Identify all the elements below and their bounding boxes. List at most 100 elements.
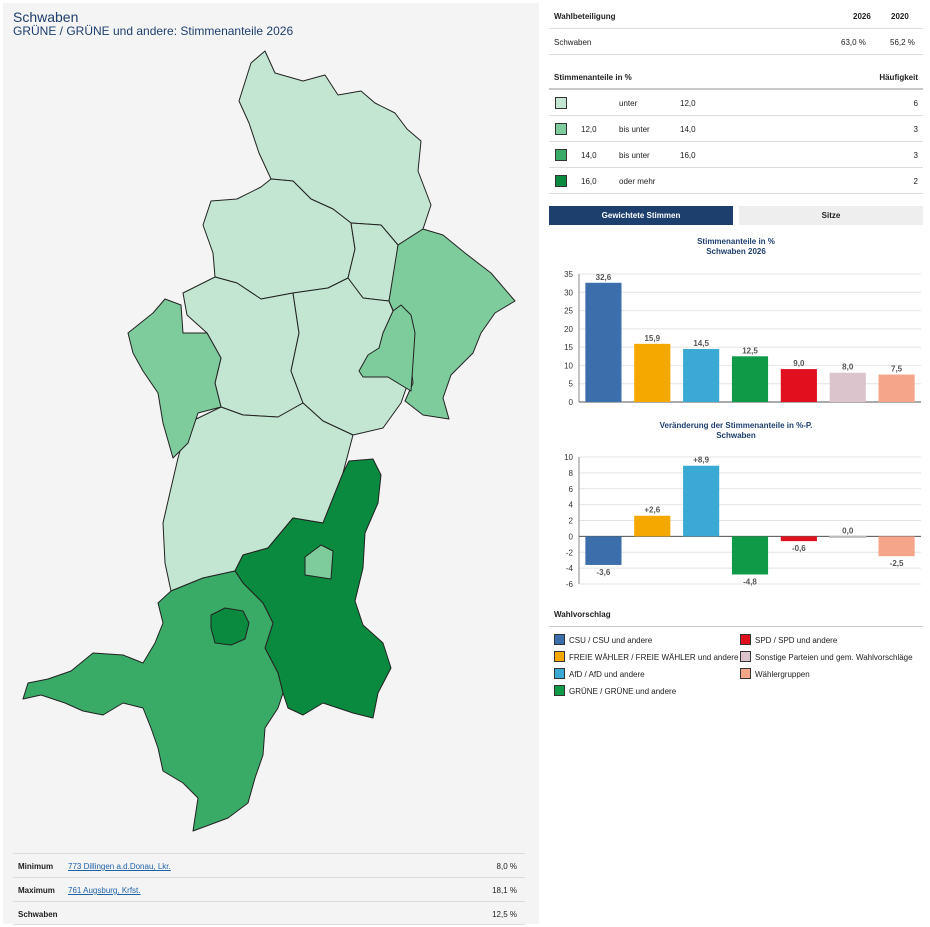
y-tick-label: 10 bbox=[564, 453, 573, 462]
district-map bbox=[22, 50, 516, 832]
bar-csu bbox=[585, 536, 622, 565]
turnout-value-new: 63,0 % bbox=[841, 38, 866, 47]
class-to: 16,0 bbox=[680, 151, 696, 160]
class-swatch bbox=[555, 97, 567, 109]
y-tick-label: 35 bbox=[564, 270, 573, 279]
map-subtitle: GRÜNE / GRÜNE und andere: Stimmenanteile… bbox=[13, 24, 294, 38]
class-operator: bis unter bbox=[619, 125, 650, 134]
legend-item: GRÜNE / GRÜNE und andere bbox=[554, 685, 676, 696]
district-west[interactable] bbox=[127, 298, 222, 459]
district-small-city[interactable] bbox=[304, 544, 334, 580]
legend-label: CSU / CSU und andere bbox=[569, 636, 653, 645]
turnout-value-old: 56,2 % bbox=[890, 38, 915, 47]
count-header: Häufigkeit bbox=[879, 73, 918, 82]
stats-value: 12,5 % bbox=[492, 910, 517, 919]
classes-header: Stimmenanteile in % bbox=[554, 73, 632, 82]
bar-afd bbox=[683, 465, 720, 537]
data-label: 14,5 bbox=[693, 339, 709, 348]
legend-swatch bbox=[554, 685, 565, 696]
legend-swatch bbox=[740, 634, 751, 645]
table-row: Schwaben 12,5 % bbox=[13, 901, 525, 925]
data-label: +2,6 bbox=[644, 506, 660, 515]
data-label: -4,8 bbox=[743, 577, 757, 586]
legend-item: Wählergruppen bbox=[740, 668, 810, 679]
info-panel: Wahlbeteiligung 2026 2020 Schwaben 63,0 … bbox=[549, 0, 923, 927]
class-operator: unter bbox=[619, 99, 638, 108]
legend-swatch bbox=[740, 651, 751, 662]
legend-item: AfD / AfD und andere bbox=[554, 668, 645, 679]
class-to: 12,0 bbox=[680, 99, 696, 108]
data-label: 9,0 bbox=[793, 359, 805, 368]
y-tick-label: -6 bbox=[566, 580, 574, 589]
legend-item: CSU / CSU und andere bbox=[554, 634, 652, 645]
y-tick-label: 4 bbox=[569, 501, 574, 510]
y-tick-label: 0 bbox=[569, 398, 574, 407]
share-chart-subtitle: Schwaben 2026 bbox=[706, 247, 766, 256]
legend-label: Wählergruppen bbox=[755, 670, 810, 679]
tab-seats[interactable]: Sitze bbox=[739, 206, 923, 225]
legend-label: SPD / SPD und andere bbox=[755, 636, 838, 645]
bar-spd bbox=[780, 369, 817, 402]
table-row: unter 12,0 6 bbox=[549, 90, 923, 116]
y-tick-label: 6 bbox=[569, 485, 574, 494]
data-label: 15,9 bbox=[644, 334, 660, 343]
y-tick-label: -2 bbox=[566, 548, 574, 557]
y-tick-label: 2 bbox=[569, 517, 574, 526]
bar-grüne bbox=[731, 356, 769, 402]
district-kempten-stadt[interactable] bbox=[210, 607, 250, 646]
table-header: Stimmenanteile in % Häufigkeit bbox=[549, 64, 923, 90]
year-old-header: 2020 bbox=[891, 12, 909, 21]
stats-label: Maximum bbox=[18, 886, 55, 895]
class-count: 3 bbox=[913, 151, 918, 160]
y-tick-label: 5 bbox=[569, 380, 574, 389]
district-south-east[interactable] bbox=[234, 458, 392, 719]
turnout-header: Wahlbeteiligung bbox=[554, 12, 616, 21]
y-tick-label: 20 bbox=[564, 325, 573, 334]
bar-spd bbox=[780, 536, 817, 542]
data-label: 12,5 bbox=[742, 346, 758, 355]
tab-weighted-votes[interactable]: Gewichtete Stimmen bbox=[549, 206, 733, 225]
class-operator: bis unter bbox=[619, 151, 650, 160]
table-row: 14,0 bis unter 16,0 3 bbox=[549, 142, 923, 168]
class-count: 3 bbox=[913, 125, 918, 134]
table-header: Wahlbeteiligung 2026 2020 bbox=[549, 3, 923, 29]
region-title: Schwaben bbox=[13, 9, 79, 25]
district-south-west[interactable] bbox=[22, 570, 284, 832]
turnout-table: Wahlbeteiligung 2026 2020 Schwaben 63,0 … bbox=[549, 3, 923, 55]
y-tick-label: 30 bbox=[564, 288, 573, 297]
year-new-header: 2026 bbox=[853, 12, 871, 21]
y-tick-label: 0 bbox=[569, 532, 574, 541]
class-swatch bbox=[555, 149, 567, 161]
stats-label: Minimum bbox=[18, 862, 54, 871]
legend-title: Wahlvorschlag bbox=[554, 610, 611, 619]
data-label: -3,6 bbox=[597, 568, 611, 577]
district-middle-right[interactable] bbox=[290, 277, 409, 436]
class-from: 12,0 bbox=[581, 125, 597, 134]
minimum-district-link[interactable]: 773 Dillingen a.d.Donau, Lkr. bbox=[68, 862, 171, 871]
legend-swatch bbox=[554, 668, 565, 679]
legend-label: FREIE WÄHLER / FREIE WÄHLER und andere bbox=[569, 653, 739, 662]
change-chart-title: Veränderung der Stimmenanteile in %-P. S… bbox=[549, 421, 923, 441]
data-label: 8,0 bbox=[842, 363, 854, 372]
district-augsburg-stadt[interactable] bbox=[358, 304, 416, 392]
change-chart-subtitle: Schwaben bbox=[716, 431, 756, 440]
view-tabs: Gewichtete Stimmen Sitze bbox=[549, 206, 923, 225]
data-label: -0,6 bbox=[792, 544, 806, 553]
bar-wählergruppen bbox=[878, 374, 915, 402]
class-swatch bbox=[555, 123, 567, 135]
bar-freie-wähler bbox=[634, 515, 671, 537]
bar-wählergruppen bbox=[878, 536, 915, 557]
bar-csu bbox=[585, 282, 622, 402]
table-row: Schwaben 63,0 % 56,2 % bbox=[549, 29, 923, 55]
bar-grüne bbox=[731, 536, 769, 575]
legend-label: AfD / AfD und andere bbox=[569, 670, 645, 679]
table-row: 12,0 bis unter 14,0 3 bbox=[549, 116, 923, 142]
legend-item: Sonstige Parteien und gem. Wahlvorschläg… bbox=[740, 651, 913, 662]
table-row: Minimum 773 Dillingen a.d.Donau, Lkr. 8,… bbox=[13, 853, 525, 877]
class-from: 16,0 bbox=[581, 177, 597, 186]
turnout-row-label: Schwaben bbox=[554, 38, 592, 47]
maximum-district-link[interactable]: 761 Augsburg, Krfst. bbox=[68, 886, 141, 895]
class-swatch bbox=[555, 175, 567, 187]
data-label: 0,0 bbox=[842, 526, 854, 535]
legend-item: SPD / SPD und andere bbox=[740, 634, 837, 645]
